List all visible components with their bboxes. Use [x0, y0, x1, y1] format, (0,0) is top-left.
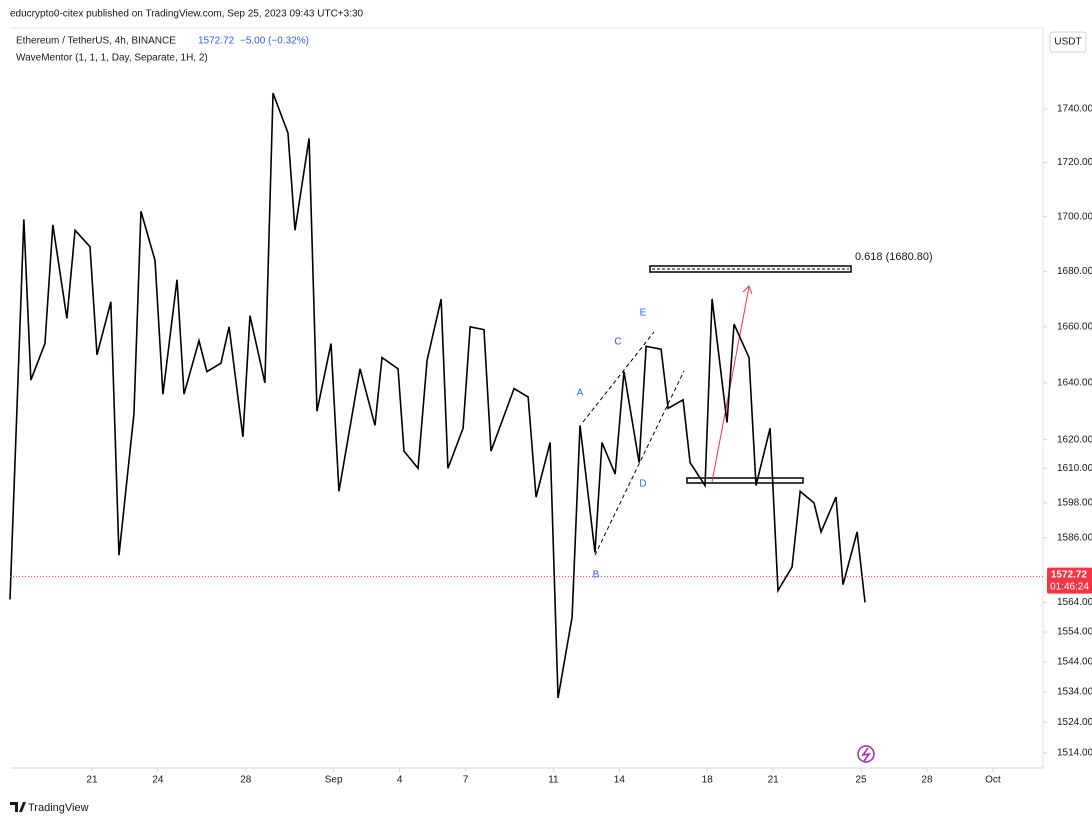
x-tick-label: 28	[921, 775, 933, 786]
wave-label: B	[593, 570, 600, 581]
header-price: 1572.72	[198, 36, 235, 47]
y-tick-label: 1564.00	[1057, 597, 1092, 608]
arrow-head	[742, 285, 753, 295]
y-tick-label: 1514.00	[1057, 747, 1092, 758]
x-tick-label: 21	[768, 775, 780, 786]
symbol-title: Ethereum / TetherUS, 4h, BINANCE	[16, 36, 176, 47]
y-tick-label: 1524.00	[1057, 717, 1092, 728]
y-tick-label: 1534.00	[1057, 687, 1092, 698]
channel-line	[582, 331, 655, 423]
x-tick-label: 7	[463, 775, 469, 786]
currency[interactable]: USDT	[1054, 37, 1081, 48]
x-tick-label: 25	[855, 775, 867, 786]
y-tick-label: 1610.00	[1057, 463, 1092, 474]
y-tick-label: 1544.00	[1057, 657, 1092, 668]
y-tick-label: 1554.00	[1057, 627, 1092, 638]
fib-box	[649, 265, 852, 273]
brand-logo	[10, 802, 26, 812]
y-tick-label: 1598.00	[1057, 498, 1092, 509]
x-tick-label: 4	[397, 775, 403, 786]
x-tick-label: 24	[152, 775, 164, 786]
wave-label: C	[614, 337, 621, 348]
wave-label: E	[640, 308, 647, 319]
countdown: 01:46:24	[1050, 581, 1089, 592]
y-tick-label: 1640.00	[1057, 378, 1092, 389]
y-tick-label: 1680.00	[1057, 266, 1092, 277]
fib-label: 0.618 (1680.80)	[855, 251, 933, 263]
y-tick-label: 1700.00	[1057, 211, 1092, 222]
y-tick-label: 1660.00	[1057, 321, 1092, 332]
y-tick-label: 1720.00	[1057, 157, 1092, 168]
channel-line	[594, 370, 685, 556]
x-tick-label: 18	[702, 775, 714, 786]
last-price-label: 1572.72	[1051, 569, 1088, 580]
indicator-title: WaveMentor (1, 1, 1, Day, Separate, 1H, …	[16, 53, 208, 64]
brand: TradingView	[28, 802, 89, 814]
x-tick-label: Sep	[325, 775, 343, 786]
x-tick-label: 11	[548, 775, 559, 786]
wave-label: D	[639, 479, 646, 490]
x-tick-label: 28	[240, 775, 252, 786]
last-price-badge	[1047, 567, 1092, 594]
price-line	[9, 92, 866, 699]
y-tick-label: 1586.00	[1057, 532, 1092, 543]
support-box	[686, 477, 804, 484]
x-tick-label: 14	[614, 775, 626, 786]
x-tick-label: 21	[86, 775, 98, 786]
y-tick-label: 1620.00	[1057, 434, 1092, 445]
header-change: −5.00 (−0.32%)	[240, 36, 309, 47]
y-tick-label: 1740.00	[1057, 104, 1092, 115]
wave-label: A	[577, 388, 584, 399]
event-bolt[interactable]	[861, 747, 871, 762]
x-tick-label: Oct	[985, 775, 1001, 786]
publisher: educrypto0-citex published on TradingVie…	[10, 9, 364, 20]
currency-button[interactable]	[1049, 31, 1087, 53]
